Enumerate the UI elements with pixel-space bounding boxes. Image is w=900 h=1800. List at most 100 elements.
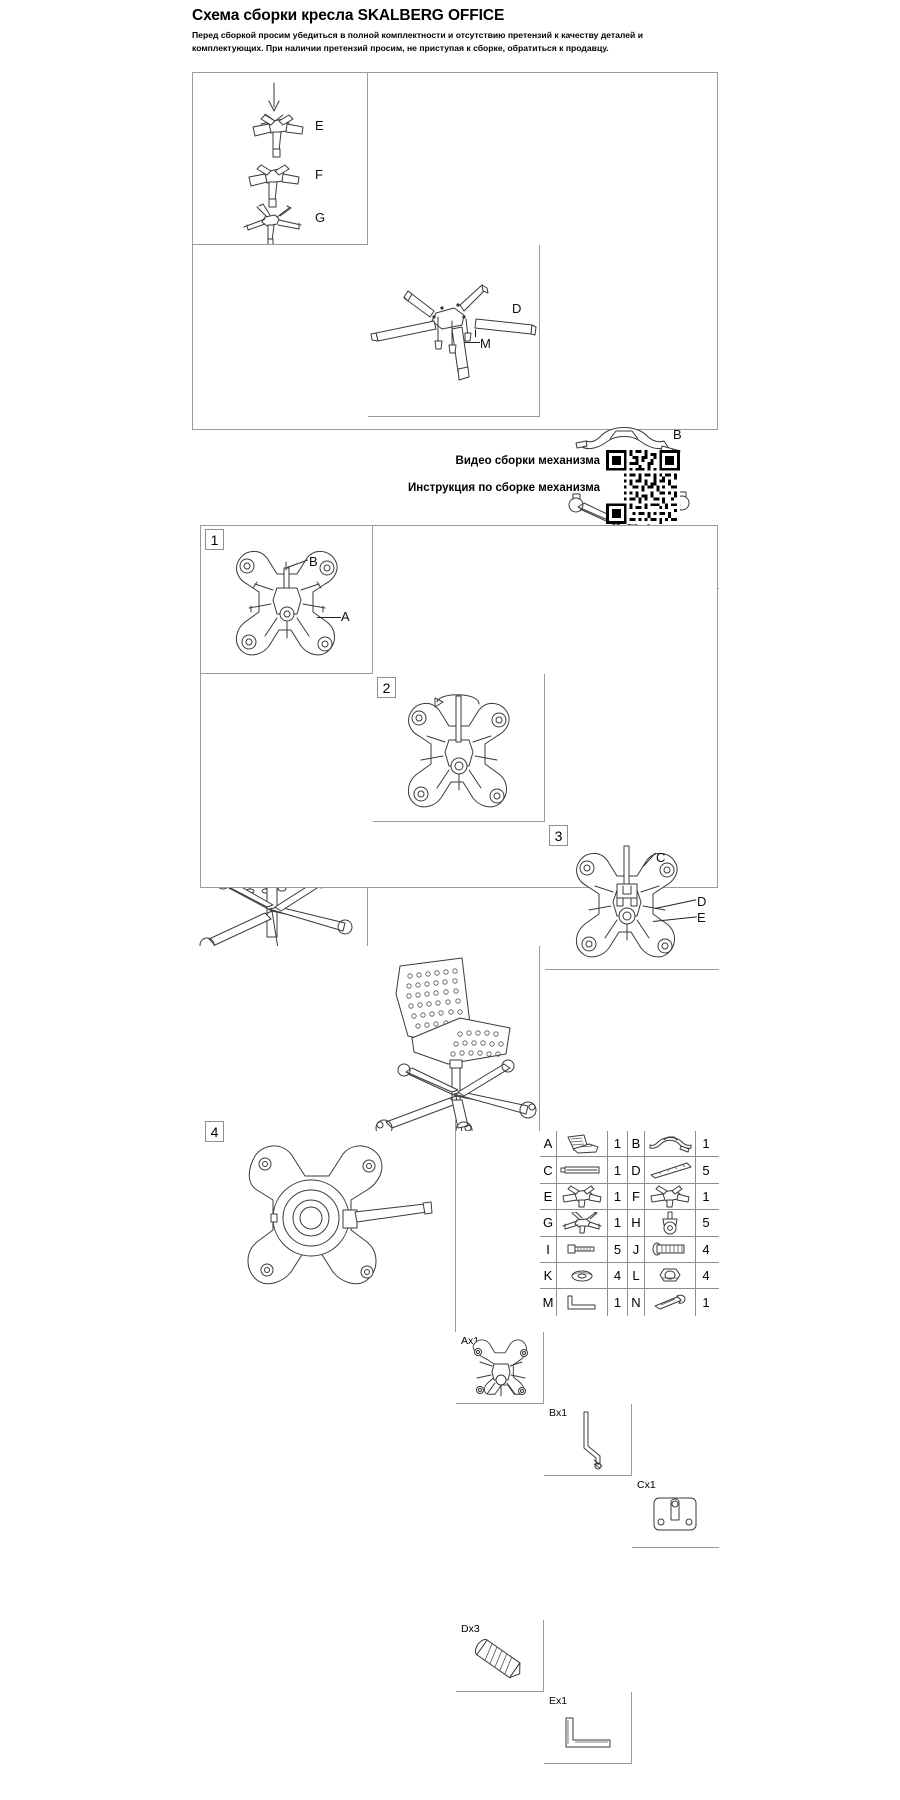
mechanism-part-C: Cx1 bbox=[632, 1476, 719, 1548]
part-letter: D bbox=[628, 1157, 645, 1183]
part-letter: I bbox=[540, 1236, 557, 1262]
bent-lever-rod-icon bbox=[583, 1411, 603, 1470]
mechanism-grid: B A 1 2 bbox=[200, 525, 719, 1764]
wrench-icon bbox=[645, 1289, 696, 1316]
star-hub-mid-icon bbox=[645, 1183, 696, 1210]
part-qty: 5 bbox=[702, 1215, 710, 1231]
step-number: 3 bbox=[549, 825, 568, 846]
part-qty: 1 bbox=[608, 1131, 628, 1157]
part-letter: K bbox=[540, 1262, 557, 1289]
manual-link-label[interactable]: Инструкция по сборке механизма bbox=[408, 482, 600, 494]
parts-row: M 1 N 1 bbox=[540, 1289, 719, 1316]
panel-2-leader-M bbox=[464, 342, 480, 343]
part-letter: N bbox=[628, 1289, 645, 1316]
step-3-drawing bbox=[576, 845, 678, 958]
mechanism-step-2: 2 bbox=[373, 674, 545, 822]
part-letter: L bbox=[628, 1262, 645, 1289]
parts-table-cell: A 1 B 1 C 1 D bbox=[540, 1131, 719, 1316]
parts-row: E 1 F 1 bbox=[540, 1183, 719, 1211]
assembly-panel-5 bbox=[368, 946, 540, 1131]
part-qty: 1 bbox=[702, 1188, 710, 1204]
allen-wrench-icon bbox=[565, 1717, 611, 1748]
part-qty: 1 bbox=[608, 1210, 628, 1236]
mechanism-part-empty-1 bbox=[632, 1764, 719, 1800]
part-qty: 1 bbox=[608, 1157, 628, 1183]
panel-1-label-G: G bbox=[315, 210, 326, 225]
allen-key-icon bbox=[557, 1289, 608, 1316]
panel-2-drawing bbox=[370, 284, 537, 381]
header: Схема сборки кресла SKALBERG OFFICE Пере… bbox=[192, 6, 722, 54]
panel-1-label-F: F bbox=[315, 167, 323, 182]
qr-code[interactable] bbox=[606, 450, 680, 524]
video-block: Видео сборки механизма Инструкция по сбо… bbox=[340, 455, 600, 494]
part-letter: B bbox=[628, 1131, 645, 1157]
step-3-label-C: C bbox=[656, 850, 666, 865]
panel-2-label-I: I bbox=[474, 328, 478, 340]
step-number: 2 bbox=[377, 677, 396, 698]
parts-row: A 1 B 1 bbox=[540, 1131, 719, 1158]
part-letter: M bbox=[540, 1289, 557, 1316]
part-letter: H bbox=[628, 1210, 645, 1236]
part-qty: 5 bbox=[702, 1162, 710, 1178]
page-title: Схема сборки кресла SKALBERG OFFICE bbox=[192, 7, 505, 24]
base-arm-icon bbox=[645, 1157, 696, 1183]
video-link-label[interactable]: Видео сборки механизма bbox=[455, 455, 600, 467]
panel-5-drawing bbox=[375, 957, 537, 1131]
assembly-panel-2: D I M bbox=[368, 245, 540, 417]
panel-2-label-M: M bbox=[480, 336, 491, 351]
part-qty: 1 bbox=[608, 1183, 628, 1210]
parts-table: A 1 B 1 C 1 D bbox=[540, 1131, 719, 1316]
part-qty: 4 bbox=[608, 1262, 628, 1289]
mechanism-part-E: Ex1 bbox=[544, 1692, 632, 1764]
bracket-plate-icon bbox=[653, 1497, 697, 1531]
qr-code-image bbox=[606, 450, 680, 524]
mechanism-step-3: C D E 3 bbox=[545, 822, 719, 970]
step-1-label-B: B bbox=[309, 554, 318, 569]
step-3-label-E: E bbox=[697, 910, 706, 925]
parts-row: G 1 H 5 bbox=[540, 1210, 719, 1237]
part-letter: J bbox=[628, 1236, 645, 1262]
step-3-label-D: D bbox=[697, 894, 707, 909]
washer-icon bbox=[557, 1262, 608, 1289]
mechanism-part-A: Ax1 bbox=[456, 1332, 544, 1404]
part-letter: E bbox=[540, 1183, 557, 1210]
part-letter: C bbox=[540, 1157, 557, 1183]
step-1-leader-A bbox=[317, 617, 341, 618]
mechanism-part-D: Dx3 bbox=[456, 1620, 544, 1692]
gas-lift-icon bbox=[557, 1157, 608, 1183]
assembly-panel-1: E F G bbox=[193, 73, 368, 245]
long-bolt-icon bbox=[645, 1236, 696, 1262]
star-hub-low-icon bbox=[557, 1210, 608, 1236]
panel-1-label-E: E bbox=[315, 118, 324, 133]
assembly-grid: E F G bbox=[192, 72, 719, 1316]
part-letter: A bbox=[540, 1131, 557, 1157]
part-letter: F bbox=[628, 1183, 645, 1210]
assembly-instruction-sheet: Схема сборки кресла SKALBERG OFFICE Пере… bbox=[192, 6, 722, 1764]
parts-row: C 1 D 5 bbox=[540, 1157, 719, 1184]
parts-row: K 4 L 4 bbox=[540, 1262, 719, 1290]
part-qty: 5 bbox=[608, 1236, 628, 1262]
part-qty: 1 bbox=[702, 1295, 710, 1311]
part-qty: 4 bbox=[702, 1268, 710, 1284]
step-2-drawing bbox=[408, 694, 510, 808]
mechanism-step-1: B A 1 bbox=[201, 526, 373, 674]
star-hub-top-icon bbox=[557, 1183, 608, 1210]
panel-3-label-B: B bbox=[673, 427, 682, 442]
castor-icon bbox=[645, 1210, 696, 1236]
mechanism-body-icon bbox=[472, 1339, 528, 1397]
step-1-label-A: A bbox=[341, 609, 350, 624]
mechanism-icon bbox=[645, 1131, 696, 1157]
seat-shell-icon bbox=[557, 1131, 608, 1157]
panel-2-label-D: D bbox=[512, 301, 522, 316]
part-qty: 1 bbox=[608, 1289, 628, 1316]
mechanism-part-B: Bx1 bbox=[544, 1404, 632, 1476]
page-subtitle: Перед сборкой просим убедиться в полной … bbox=[192, 30, 644, 53]
step-number: 4 bbox=[205, 1121, 224, 1142]
part-qty: 4 bbox=[702, 1241, 710, 1257]
parts-row: I 5 J 4 bbox=[540, 1236, 719, 1263]
step-1-drawing bbox=[236, 551, 338, 656]
part-qty: 1 bbox=[702, 1136, 710, 1152]
part-letter: G bbox=[540, 1210, 557, 1236]
lock-nut-icon bbox=[645, 1262, 696, 1289]
step-number: 1 bbox=[205, 529, 224, 550]
